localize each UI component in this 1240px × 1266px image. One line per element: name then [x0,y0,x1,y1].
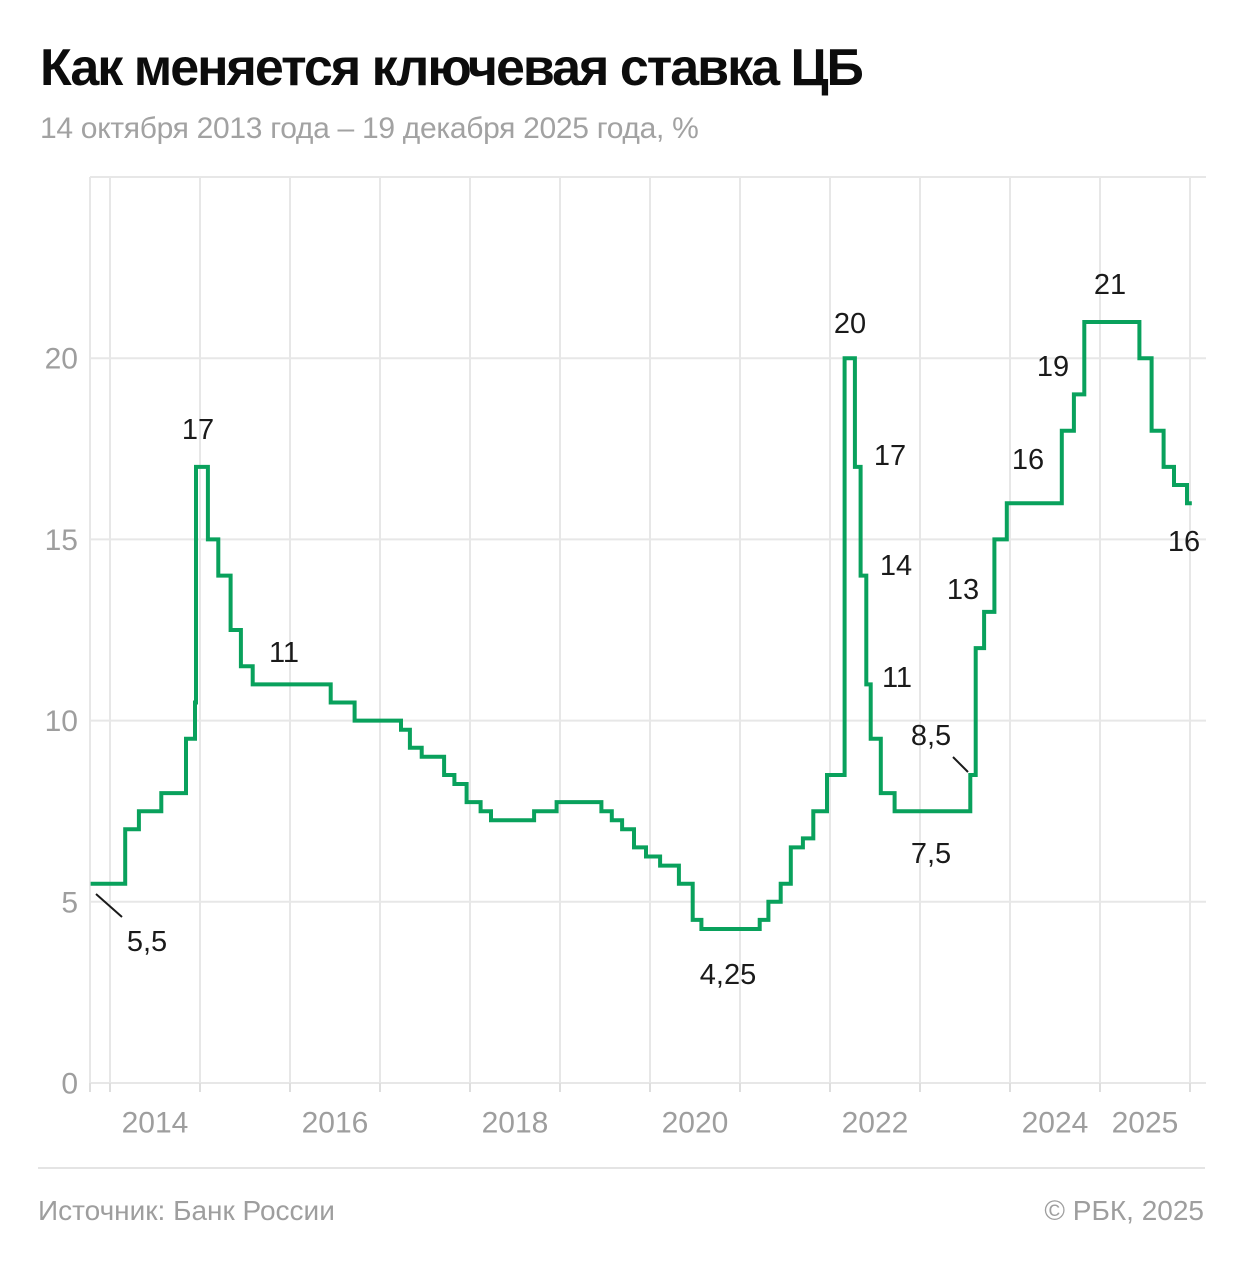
svg-text:20: 20 [45,343,78,376]
svg-text:16: 16 [1168,526,1200,558]
svg-text:14: 14 [880,550,912,582]
svg-text:2025: 2025 [1112,1107,1179,1140]
svg-text:2022: 2022 [842,1107,909,1140]
svg-text:11: 11 [269,637,299,669]
svg-text:11: 11 [882,662,912,694]
svg-text:21: 21 [1094,269,1126,301]
svg-text:2018: 2018 [482,1107,549,1140]
chart-annotations: 5,5 17 11 4,25 20 17 14 11 8,5 7,5 13 16 19 21 16 [95,269,1200,991]
svg-text:2020: 2020 [662,1107,729,1140]
svg-text:19: 19 [1037,351,1069,383]
svg-text:0: 0 [61,1068,78,1101]
svg-text:5: 5 [61,886,78,919]
copyright-caption: © РБК, 2025 [1044,1195,1204,1226]
svg-text:15: 15 [45,524,78,557]
svg-text:2014: 2014 [122,1107,189,1140]
svg-text:20: 20 [834,308,866,340]
svg-text:17: 17 [874,440,906,472]
source-caption: Источник: Банк России [38,1195,335,1226]
chart-axis-labels: 0 5 10 15 20 2014 2016 2018 2020 2022 2024 2025 [45,343,1179,1140]
footer-divider [38,1167,1205,1169]
svg-text:2024: 2024 [1022,1107,1089,1140]
svg-text:16: 16 [1012,444,1044,476]
svg-text:2016: 2016 [302,1107,369,1140]
svg-text:13: 13 [947,574,979,606]
svg-text:5,5: 5,5 [127,926,167,958]
page-title: Как меняется ключевая ставка ЦБ [40,39,864,97]
key-rate-line [90,320,1192,931]
page-subtitle: 14 октября 2013 года – 19 декабря 2025 г… [40,112,699,145]
svg-text:8,5: 8,5 [911,720,951,752]
svg-text:7,5: 7,5 [911,838,951,870]
svg-text:10: 10 [45,705,78,738]
svg-text:4,25: 4,25 [700,959,756,991]
chart-gridlines [89,176,1206,1092]
svg-text:17: 17 [182,414,214,446]
